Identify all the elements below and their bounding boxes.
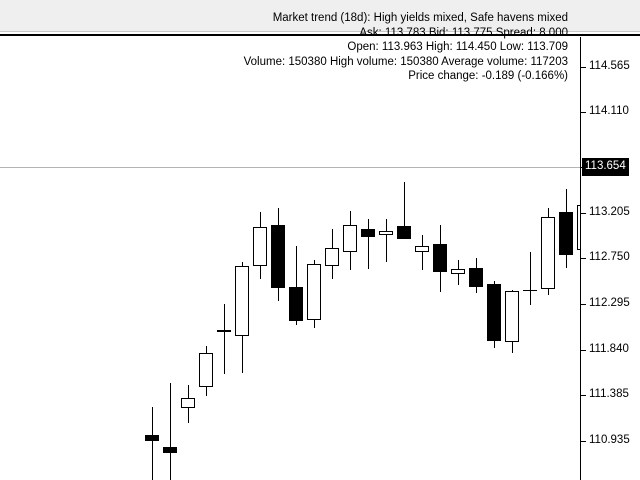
candlestick-body [163, 447, 177, 454]
candlestick-body [397, 226, 411, 240]
candlestick-wick [170, 383, 171, 480]
candlestick [523, 37, 537, 480]
candlestick-wick [386, 218, 387, 263]
candlestick [451, 37, 465, 480]
candlestick [307, 37, 321, 480]
candlestick-series [0, 37, 580, 480]
price-axis-tick [581, 112, 586, 113]
info-line-ask-bid-spread: Ask: 113.783 Bid: 113.775 Spread: 8.000 [359, 26, 568, 39]
price-axis-label: 112.750 [589, 251, 630, 263]
candlestick [433, 37, 447, 480]
candlestick-body [145, 434, 159, 441]
candlestick [487, 37, 501, 480]
market-info-panel: Market trend (18d): High yields mixed, S… [244, 11, 568, 84]
candlestick [217, 37, 231, 480]
price-axis-tick [581, 67, 586, 68]
candlestick [415, 37, 429, 480]
candlestick [199, 37, 213, 480]
candlestick [379, 37, 393, 480]
candlestick-wick [224, 304, 225, 375]
price-axis-tick [581, 350, 586, 351]
candlestick-body [559, 211, 573, 255]
candlestick [343, 37, 357, 480]
candlestick-body [253, 227, 267, 267]
candlestick-body [235, 266, 249, 337]
candlestick [325, 37, 339, 480]
price-axis-label: 112.295 [589, 297, 630, 309]
info-line-ohl: Open: 113.963 High: 114.450 Low: 113.709 [347, 41, 568, 54]
candlestick-wick [368, 218, 369, 270]
candlestick-body [271, 225, 285, 288]
candlestick [541, 37, 555, 480]
candlestick [559, 37, 573, 480]
candlestick [253, 37, 267, 480]
price-axis[interactable]: 114.565 114.110 113.654 113.205 112.750 112.2… [581, 37, 640, 480]
candlestick-body [379, 231, 393, 236]
candlestick-body [469, 268, 483, 287]
price-axis-tick [581, 213, 586, 214]
candlestick [469, 37, 483, 480]
candlestick [163, 37, 177, 480]
candlestick [397, 37, 411, 480]
candlestick-body [505, 290, 519, 343]
candlestick-body [541, 216, 555, 289]
candlestick [505, 37, 519, 480]
candlestick-body [433, 243, 447, 273]
candlestick-body [343, 225, 357, 252]
current-price-line [0, 167, 580, 168]
price-axis-label: 114.110 [589, 105, 629, 117]
candlestick-wick [152, 407, 153, 480]
price-axis-label: 111.840 [589, 343, 629, 355]
price-axis-label: 110.935 [589, 434, 630, 446]
price-axis-tick [581, 395, 586, 396]
price-axis-label: 113.205 [589, 206, 630, 218]
candlestick-wick [404, 181, 405, 240]
candlestick-wick [530, 251, 531, 306]
candlestick-body [289, 286, 303, 321]
window-chrome-band [0, 0, 640, 31]
candlestick-body [307, 264, 321, 320]
candlestick [235, 37, 249, 480]
candlestick [577, 37, 580, 480]
candlestick-body [181, 397, 195, 409]
info-line-volume: Volume: 150380 High volume: 150380 Avera… [243, 55, 568, 68]
candlestick [361, 37, 375, 480]
info-line-price-change: Price change: -0.189 (-0.166%) [408, 70, 568, 83]
candlestick-body [199, 352, 213, 388]
candlestick-body [487, 283, 501, 342]
price-axis-label: 111.385 [589, 388, 629, 400]
window-chrome-edge [0, 31, 640, 32]
candlestick-body [523, 289, 537, 291]
candlestick-wick [296, 245, 297, 325]
current-price-label: 113.654 [582, 158, 629, 176]
candlestick-body [217, 329, 231, 332]
candlestick [289, 37, 303, 480]
chart-top-border [0, 34, 640, 36]
candlestick-wick [422, 235, 423, 271]
price-axis-label: 114.565 [589, 60, 630, 72]
candlestick-body [361, 229, 375, 238]
price-axis-tick [581, 441, 586, 442]
plot-right-border [580, 37, 581, 480]
candlestick [181, 37, 195, 480]
candlestick [145, 37, 159, 480]
candlestick-body [325, 247, 339, 267]
price-axis-tick [581, 304, 586, 305]
price-axis-tick [581, 258, 586, 259]
info-line-market-trend: Market trend (18d): High yields mixed, S… [272, 12, 568, 24]
candlestick [271, 37, 285, 480]
candlestick-body [577, 204, 580, 250]
chart-plot-area[interactable] [0, 37, 580, 480]
candlestick-body [451, 269, 465, 275]
candlestick-body [415, 245, 429, 252]
